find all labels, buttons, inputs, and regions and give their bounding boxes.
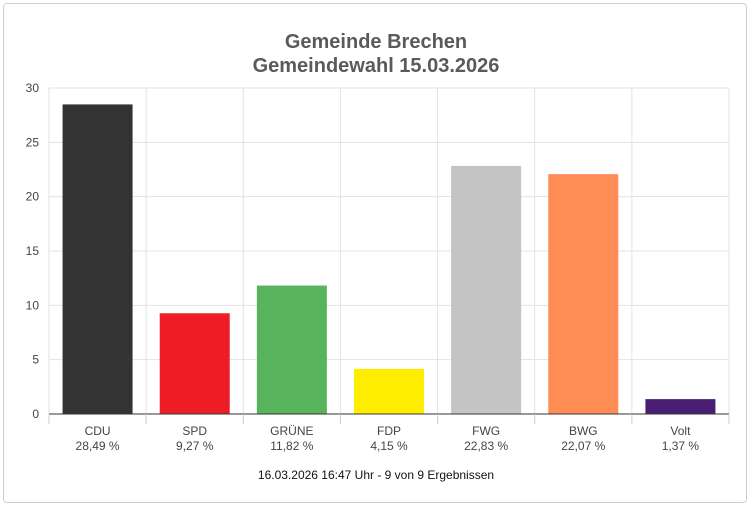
bar-volt (645, 399, 716, 414)
bar-fwg (451, 165, 522, 414)
x-tick-label: FDP (377, 424, 401, 438)
x-tick-label: BWG (569, 424, 598, 438)
x-tick-label: CDU (85, 424, 111, 438)
data-label: 4,15 % (370, 439, 408, 453)
data-label: 22,83 % (464, 439, 508, 453)
data-label: 1,37 % (662, 439, 700, 453)
chart-title: Gemeinde Brechen (284, 31, 468, 53)
data-label: 11,82 % (270, 439, 313, 453)
bar-fdp (354, 368, 424, 414)
y-tick-label: 15 (26, 244, 40, 258)
bar-cdu (62, 104, 133, 415)
bar-spd (159, 313, 230, 414)
x-tick-label: FWG (472, 424, 500, 438)
y-tick-label: 30 (26, 81, 40, 95)
data-label: 28,49 % (76, 439, 120, 453)
y-tick-label: 20 (26, 190, 40, 204)
chart-title-block: Gemeinde Brechen Gemeindewahl 15.03.2026 (0, 30, 752, 78)
x-tick-label: SPD (182, 424, 207, 438)
bar-bwg (548, 174, 619, 414)
x-tick-label: GRÜNE (270, 424, 313, 438)
bar-grüne (256, 285, 327, 414)
chart-footer: 16.03.2026 16:47 Uhr - 9 von 9 Ergebniss… (257, 468, 495, 482)
chart-subtitle: Gemeindewahl 15.03.2026 (252, 55, 500, 77)
x-tick-label: Volt (670, 424, 691, 438)
y-tick-label: 10 (26, 298, 40, 312)
data-label: 22,07 % (561, 439, 605, 453)
y-tick-label: 5 (32, 353, 39, 367)
y-tick-label: 0 (32, 407, 39, 421)
y-tick-label: 25 (26, 135, 40, 149)
data-label: 9,27 % (176, 439, 214, 453)
